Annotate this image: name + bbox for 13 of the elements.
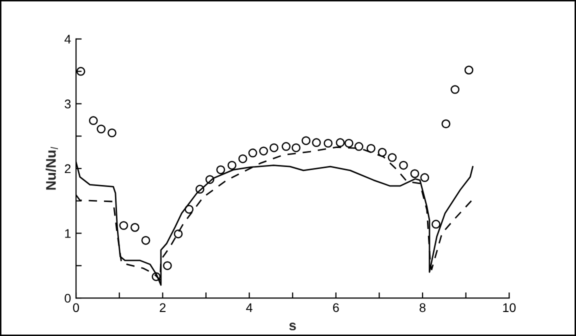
x-tick-label: 0 (73, 303, 80, 312)
y-tick-label: 2 (64, 164, 71, 174)
x-tick-label: 2 (160, 303, 166, 312)
x-tick-label: 10 (503, 303, 516, 312)
y-tick-label: 3 (64, 100, 71, 108)
x-axis-title: s (289, 322, 296, 330)
y-tick-label: 0 (64, 294, 71, 303)
y-axis-title: Nu/Nu$_{l}$ (46, 146, 58, 190)
x-tick-label: 8 (420, 303, 426, 312)
y-tick-label: 1 (65, 229, 71, 238)
x-tick-label: 6 (333, 303, 339, 312)
y-tick-label: 4 (64, 34, 71, 44)
x-tick-label: 4 (246, 303, 252, 312)
